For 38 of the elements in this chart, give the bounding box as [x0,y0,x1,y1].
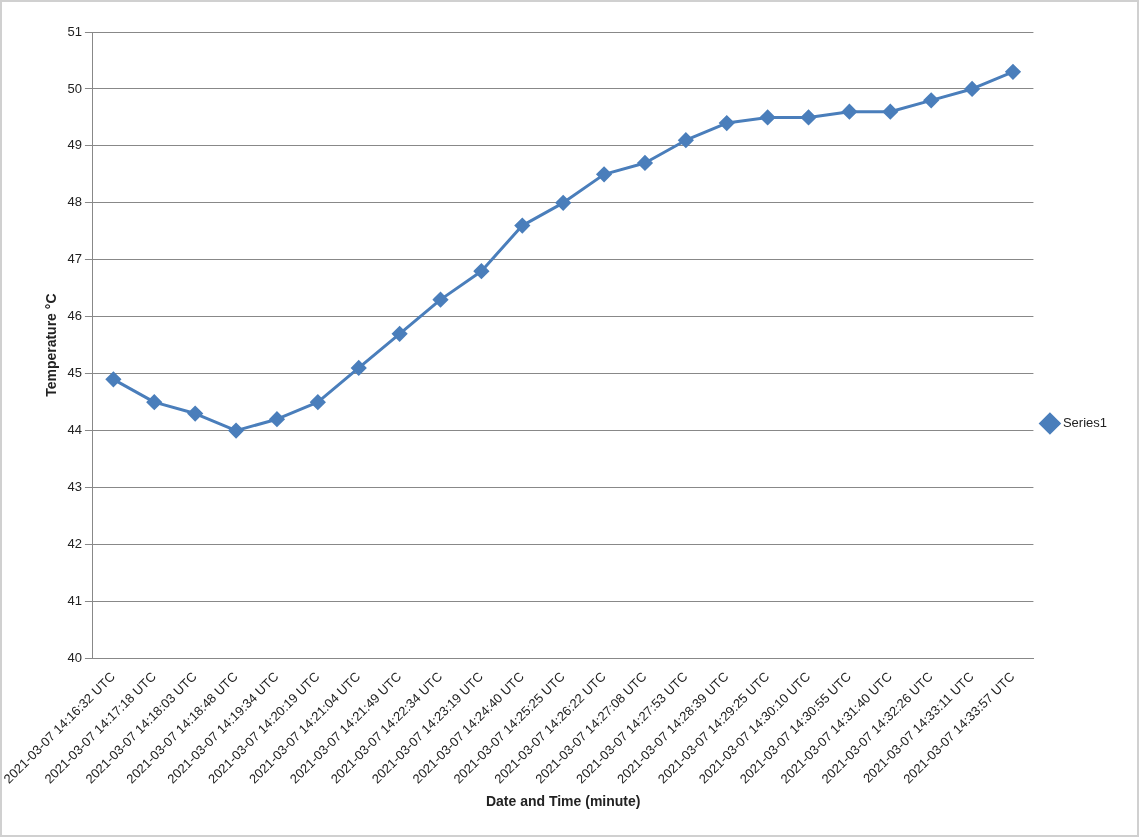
point [923,92,939,108]
point [433,292,449,308]
point [555,195,571,211]
y-tick-label: 51 [67,23,82,39]
y-tick-label: 44 [67,422,82,438]
y-tick-label: 46 [67,308,82,324]
point [801,109,817,125]
point [310,394,326,410]
point [187,406,203,422]
x-axis-title: Date and Time (minute) [485,793,641,810]
point [882,104,898,120]
y-tick-label: 48 [67,194,82,210]
y-tick-label: 49 [67,137,82,153]
point [228,423,244,439]
point [105,371,121,387]
point [473,263,489,279]
point [964,81,980,97]
point [637,155,653,171]
y-axis-title: Temperature °C [42,293,59,397]
point [1005,64,1021,80]
legend-label: Series1 [1062,415,1107,431]
y-tick-label: 43 [67,479,82,495]
point [351,360,367,376]
point [596,166,612,182]
point [841,104,857,120]
point [760,109,776,125]
point [146,394,162,410]
point [514,218,530,234]
point [719,115,735,131]
y-tick-label: 40 [67,649,82,665]
y-tick-label: 45 [67,365,82,381]
point [678,132,694,148]
point [269,411,285,427]
y-tick-label: 42 [67,536,82,552]
point [392,326,408,342]
y-tick-label: 41 [67,593,82,608]
y-tick-label: 50 [67,80,82,96]
y-tick-label: 47 [67,251,82,267]
